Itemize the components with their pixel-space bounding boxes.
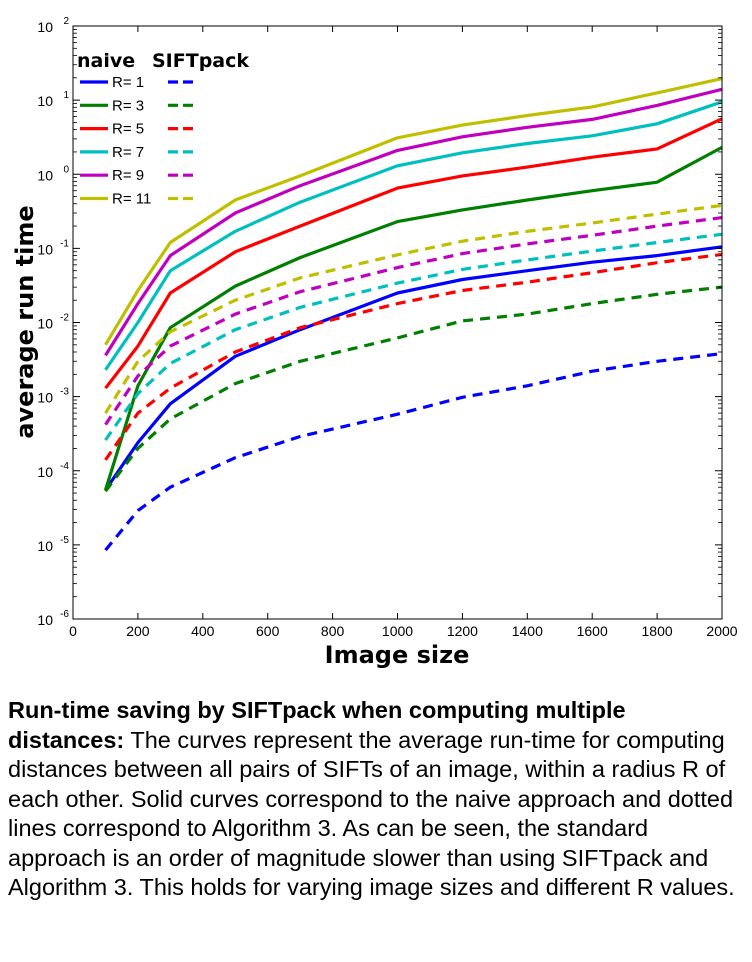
series-line-naive-r7	[104, 100, 723, 371]
y-tick-label: 10	[37, 316, 53, 332]
caption-lead: Run-time saving by SIFTpack when computi…	[8, 697, 626, 753]
legend-label: R= 5	[112, 121, 144, 138]
legend-label: R= 11	[112, 191, 151, 208]
legend-header-siftpack: SIFTpack	[152, 50, 249, 72]
y-tick-exponent: 1	[63, 90, 69, 101]
plot-background	[73, 26, 722, 619]
y-tick-label: 10	[37, 93, 53, 109]
y-tick-exponent: -5	[60, 535, 69, 546]
x-tick-label: 0	[69, 623, 77, 639]
series-line-siftpack-r3	[104, 285, 723, 493]
x-tick-label: 200	[126, 623, 150, 639]
x-tick-label: 2000	[706, 623, 737, 639]
y-tick-label: 10	[37, 464, 53, 480]
figure-caption: Run-time saving by SIFTpack when computi…	[8, 696, 748, 903]
chart-area: 0 200 400 600 800 1000 1200 1400 1600 1800 2000 10-…	[11, 16, 738, 669]
y-tick-label: 10	[37, 19, 53, 35]
y-tick-label: 10	[37, 390, 53, 406]
y-tick-label: 10	[37, 241, 53, 257]
y-tick-base: 10	[37, 390, 53, 406]
legend-label: R= 3	[112, 97, 144, 114]
y-tick-base: 10	[37, 93, 53, 109]
series-line-siftpack-r7	[104, 232, 723, 441]
series-line-naive-r11	[104, 77, 723, 346]
series-line-naive-r1	[104, 245, 723, 491]
y-axis-title: average run time	[11, 205, 39, 438]
x-tick-label: 1600	[577, 623, 608, 639]
series-line-siftpack-r11	[104, 203, 723, 414]
y-tick-exponent: -6	[60, 609, 69, 620]
y-tick-label: 10	[37, 538, 53, 554]
x-tick-label: 600	[256, 623, 280, 639]
series-layer	[103, 77, 723, 552]
x-tick-label: 1200	[447, 623, 478, 639]
x-tick-label: 400	[191, 623, 215, 639]
legend-label: R= 1	[112, 74, 144, 91]
series-line-naive-r9	[104, 87, 723, 357]
x-tick-label: 1400	[512, 623, 543, 639]
y-tick-base: 10	[37, 464, 53, 480]
series-line-naive-r3	[103, 145, 723, 491]
y-tick-label: 10	[37, 612, 53, 628]
y-tick-base: 10	[37, 538, 53, 554]
line-chart: 0 200 400 600 800 1000 1200 1400 1600 1800 200010-…	[11, 16, 738, 669]
y-tick-exponent: 0	[63, 164, 69, 175]
series-line-siftpack-r5	[104, 252, 723, 461]
caption-body: The curves represent the average run-tim…	[8, 726, 735, 901]
y-tick-exponent: -3	[60, 387, 69, 398]
x-tick-label: 1800	[642, 623, 673, 639]
y-tick-label: 10	[37, 167, 53, 183]
y-tick-exponent: -1	[60, 238, 69, 249]
legend-label: R= 9	[112, 167, 144, 184]
y-tick-exponent: -4	[60, 461, 69, 472]
series-line-siftpack-r1	[104, 352, 723, 552]
legend-header-naive: naive	[77, 50, 135, 72]
y-tick-base: 10	[37, 19, 53, 35]
x-axis-title: Image size	[325, 641, 470, 669]
legend-label: R= 7	[112, 144, 144, 161]
x-tick-label: 1000	[382, 623, 413, 639]
y-tick-exponent: 2	[63, 16, 69, 27]
y-tick-exponent: -2	[60, 313, 69, 324]
axis-layer: 0 200 400 600 800 1000 1200 1400 1600 1800 200010-…	[37, 16, 737, 639]
legend: naive SIFTpack R= 1 R= 3 R= 5 R= 7 R= 9 R= 11	[77, 50, 249, 208]
y-tick-base: 10	[37, 612, 53, 628]
y-tick-base: 10	[37, 316, 53, 332]
series-line-naive-r5	[104, 117, 723, 390]
y-tick-base: 10	[37, 241, 53, 257]
x-tick-label: 800	[321, 623, 345, 639]
series-line-siftpack-r9	[104, 216, 723, 426]
y-tick-base: 10	[37, 167, 53, 183]
